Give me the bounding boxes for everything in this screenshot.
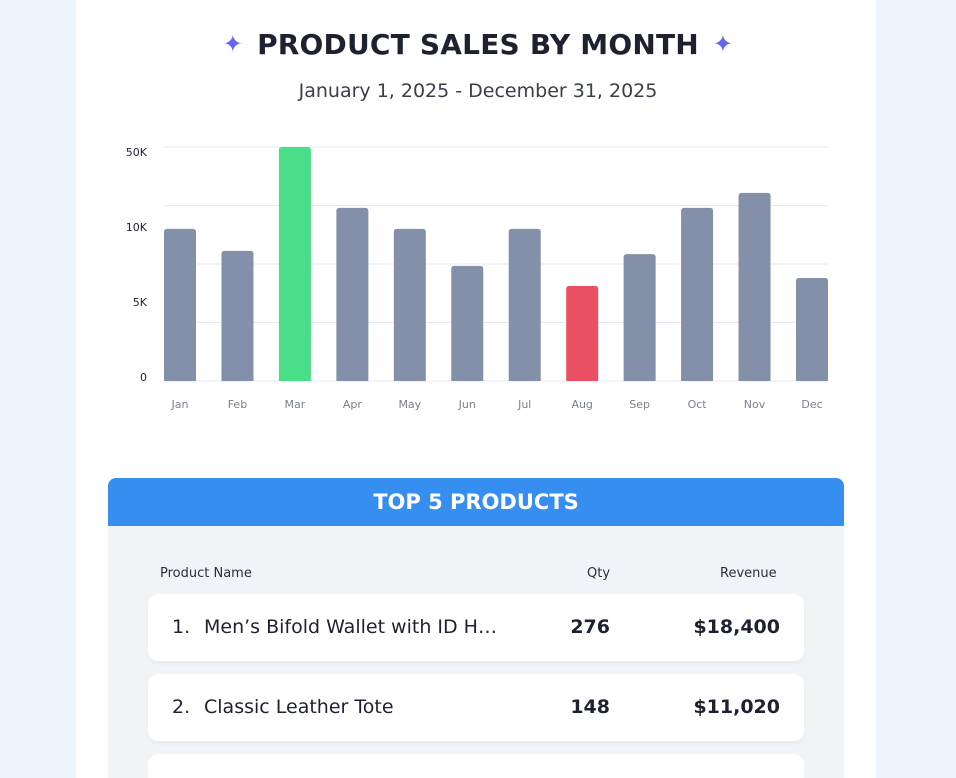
- x-tick-label: Oct: [688, 398, 708, 411]
- revenue: $11,020: [693, 696, 780, 718]
- column-header-revenue: Revenue: [720, 566, 777, 581]
- quantity: 276: [570, 616, 610, 638]
- rank: 1.: [172, 616, 191, 638]
- bar-jul[interactable]: [508, 228, 541, 381]
- bar-apr[interactable]: [336, 207, 369, 381]
- bar-sep[interactable]: [623, 254, 656, 381]
- bar-jan[interactable]: [164, 228, 196, 381]
- table-row[interactable]: 1. Men’s Bifold Wallet with ID Hol... 27…: [148, 594, 804, 661]
- y-tick-label: 10K: [126, 221, 148, 234]
- bar-nov[interactable]: [738, 192, 771, 381]
- x-tick-label: Jan: [171, 398, 189, 411]
- bar-may[interactable]: [393, 228, 426, 381]
- sparkle-icon: ✦: [222, 30, 244, 58]
- y-tick-label: 50K: [126, 146, 148, 159]
- sales-bar-chart: 0 5K 10K 50K Jan Feb Mar Apr May Jun Jul Aug Sep Oct…: [126, 146, 828, 411]
- bar-oct[interactable]: [681, 207, 714, 381]
- y-tick-label: 5K: [133, 296, 148, 309]
- column-header-qty: Qty: [587, 566, 611, 581]
- x-tick-label: Feb: [228, 398, 247, 411]
- y-tick-label: 0: [140, 371, 147, 384]
- column-header-name: Product Name: [160, 566, 252, 581]
- x-tick-label: Nov: [744, 398, 766, 411]
- x-tick-label: Jun: [458, 398, 476, 411]
- product-name: Men’s Bifold Wallet with ID Hol...: [204, 616, 504, 638]
- x-tick-label: Sep: [629, 398, 650, 411]
- rank: 2.: [172, 696, 191, 718]
- table-row[interactable]: 2. Classic Leather Tote 148 $11,020: [148, 674, 804, 741]
- top-products-table: TOP 5 PRODUCTS Product Name Qty Revenue …: [108, 478, 844, 778]
- title-text: PRODUCT SALES BY MONTH: [257, 28, 699, 61]
- bar-aug[interactable]: [566, 285, 599, 381]
- bar-jun[interactable]: [451, 265, 484, 381]
- sparkle-icon: ✦: [712, 30, 734, 58]
- x-tick-label: Jul: [517, 398, 531, 411]
- x-tick-label: Mar: [285, 398, 306, 411]
- product-name: Classic Leather Tote: [204, 696, 394, 718]
- table-title: TOP 5 PRODUCTS: [108, 478, 844, 526]
- table-row[interactable]: [148, 754, 804, 778]
- x-tick-label: May: [398, 398, 421, 411]
- date-range: January 1, 2025 - December 31, 2025: [298, 80, 658, 102]
- page-title: ✦ PRODUCT SALES BY MONTH ✦: [0, 28, 956, 61]
- x-tick-label: Apr: [343, 398, 363, 411]
- x-tick-label: Aug: [571, 398, 592, 411]
- bar-dec[interactable]: [796, 278, 828, 381]
- x-tick-label: Dec: [801, 398, 822, 411]
- revenue: $18,400: [693, 616, 780, 638]
- bar-feb[interactable]: [221, 250, 254, 381]
- bar-mar[interactable]: [278, 147, 311, 381]
- quantity: 148: [570, 696, 610, 718]
